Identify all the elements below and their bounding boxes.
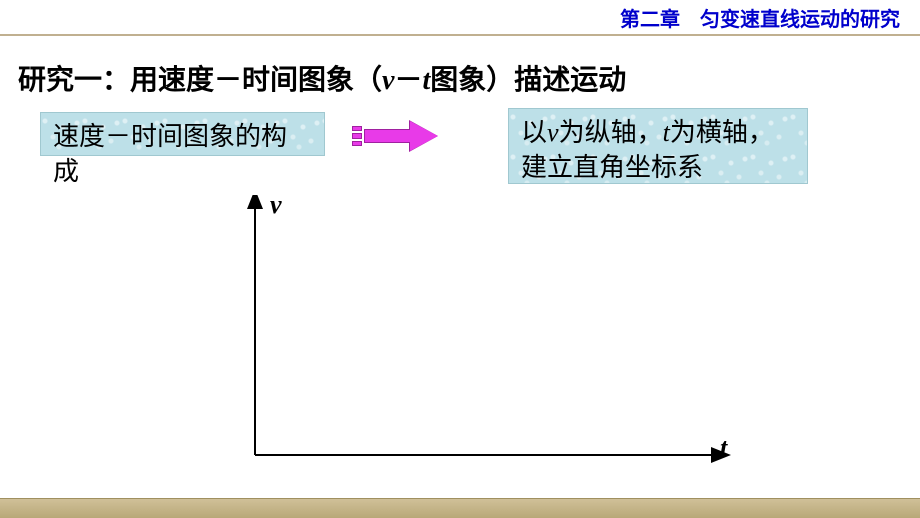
title-var-v: v xyxy=(382,65,394,96)
arrow-shaft xyxy=(364,129,412,143)
section-title: 研究一：用速度－时间图象（v－t图象）描述运动 xyxy=(18,58,626,98)
chapter-label: 第二章 匀变速直线运动的研究 xyxy=(620,3,900,32)
concept-box-left: 速度－时间图象的构成 xyxy=(40,112,325,156)
box-right-l1-prefix: 以 xyxy=(521,118,547,147)
title-suffix: 图象）描述运动 xyxy=(430,64,626,95)
arrow-head xyxy=(410,121,438,151)
box-right-l1-mid: 为纵轴， xyxy=(559,118,663,147)
vt-axes-chart: v t xyxy=(225,195,735,475)
title-dash: － xyxy=(394,64,422,95)
box-left-text: 速度－时间图象的构成 xyxy=(53,122,287,186)
y-axis-label: v xyxy=(270,190,282,220)
footer-bar xyxy=(0,498,920,518)
title-prefix: 研究一：用速度－时间图象（ xyxy=(18,64,382,95)
box-right-var-t: t xyxy=(663,118,670,147)
axes-svg xyxy=(225,195,735,475)
x-axis-label: t xyxy=(720,433,727,463)
arrow-tail xyxy=(352,126,362,146)
header-bar: 第二章 匀变速直线运动的研究 xyxy=(0,0,920,36)
box-right-var-v: v xyxy=(547,118,559,147)
concept-box-right: 以v为纵轴，t为横轴， 建立直角坐标系 xyxy=(508,108,808,184)
arrow-icon xyxy=(352,122,452,152)
box-right-l2: 建立直角坐标系 xyxy=(521,153,703,182)
box-right-l1-suffix: 为横轴， xyxy=(670,118,774,147)
